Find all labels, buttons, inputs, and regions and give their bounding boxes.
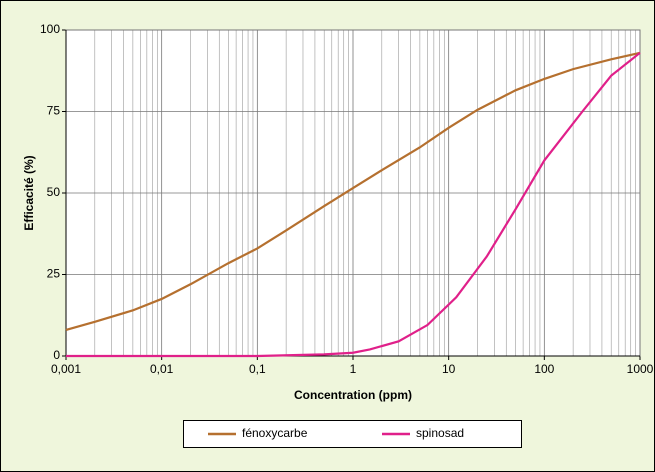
- legend: [183, 420, 522, 448]
- legend-label: spinosad: [416, 426, 464, 440]
- line-series: [66, 51, 641, 358]
- x-axis-title: Concentration (ppm): [294, 388, 412, 402]
- x-tick-label: 0,01: [150, 362, 174, 376]
- x-tick-label: 1: [350, 362, 357, 376]
- y-axis-title: Efficacité (%): [22, 155, 36, 230]
- x-tick-label: 0,1: [249, 362, 266, 376]
- legend-label: fénoxycarbe: [242, 426, 308, 440]
- line-series: [65, 51, 641, 331]
- x-tick-label: 1000: [627, 362, 654, 376]
- y-tick-label: 100: [40, 22, 60, 36]
- y-tick-label: 50: [47, 185, 61, 199]
- y-tick-label: 0: [53, 348, 60, 362]
- x-tick-label: 100: [534, 362, 554, 376]
- y-tick-label: 25: [47, 267, 61, 281]
- y-tick-label: 75: [47, 104, 61, 118]
- x-tick-label: 10: [442, 362, 456, 376]
- x-tick-label: 0,001: [51, 362, 81, 376]
